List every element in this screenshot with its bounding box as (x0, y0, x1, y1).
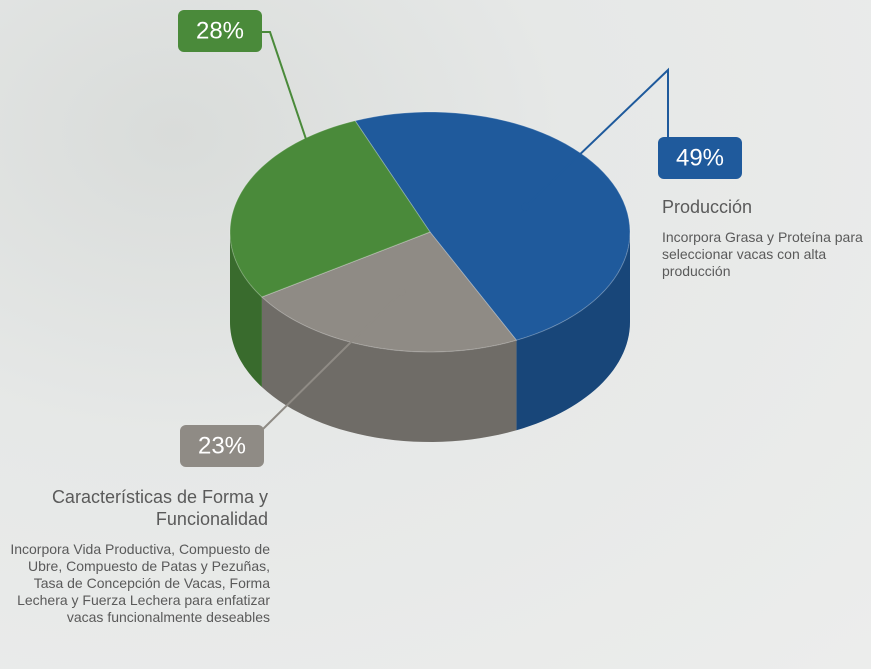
category-description: Incorpora Grasa y Proteína para seleccio… (662, 229, 871, 280)
category-name: Características de Forma y Funcionalidad (28, 486, 268, 530)
leader-dot (398, 288, 406, 296)
category-description: Incorpora Vida Productiva, Compuesto de … (8, 541, 270, 626)
value-label: 28% (196, 17, 244, 44)
value-label: 23% (198, 432, 246, 459)
category-name: Producción (662, 196, 862, 218)
page: 49% 28% 23% Producción Incorpora Grasa y Pr… (0, 0, 871, 669)
value-label: 49% (676, 144, 724, 171)
leader-dot (327, 209, 335, 217)
leader-dot (521, 203, 529, 211)
